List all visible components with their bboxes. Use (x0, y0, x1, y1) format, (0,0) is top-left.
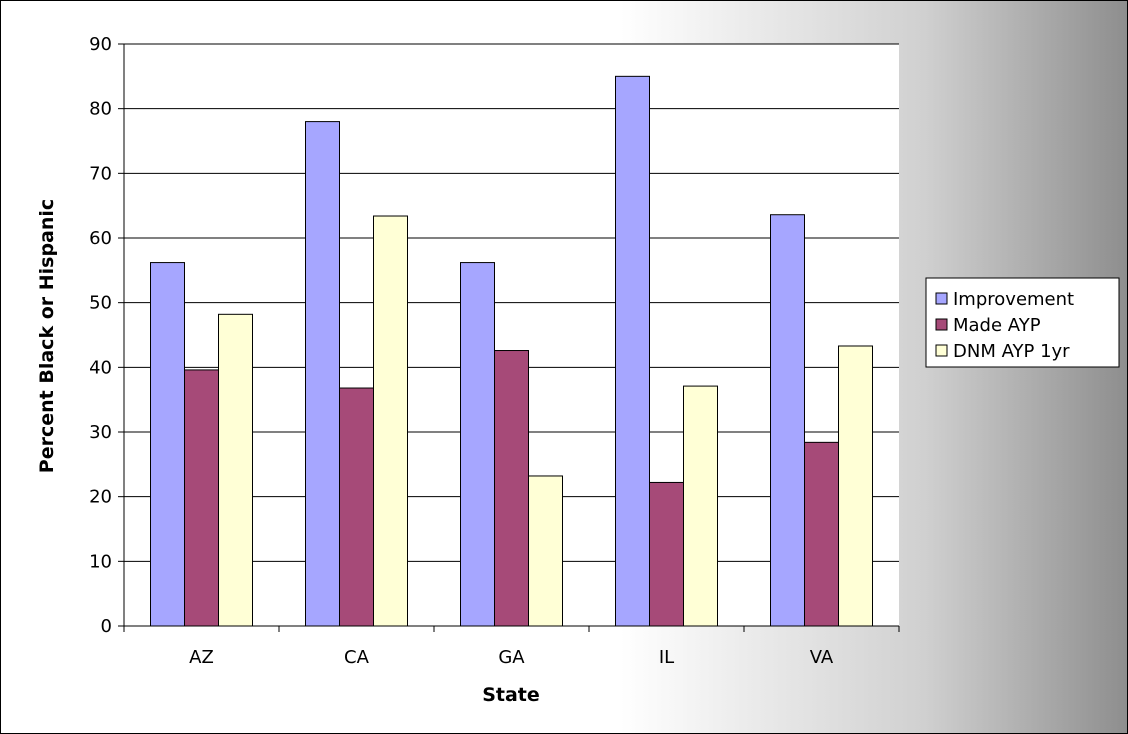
legend-label: Made AYP (953, 315, 1041, 336)
bar-az-made-ayp (184, 369, 219, 627)
y-axis-title: Percent Black or Hispanic (36, 199, 58, 473)
bar-va-improvement (770, 214, 805, 627)
bar-ga-made-ayp (494, 350, 529, 627)
legend-label: DNM AYP 1yr (953, 341, 1070, 362)
bar-il-dnm-ayp-1yr (683, 385, 718, 627)
y-tick-label: 50 (89, 293, 112, 314)
bar-ca-dnm-ayp-1yr (373, 215, 408, 627)
y-tick-label: 0 (101, 616, 112, 637)
bar-az-improvement (150, 262, 185, 627)
y-tick-label: 70 (89, 163, 112, 184)
x-tick-label: VA (810, 647, 834, 668)
bar-ga-improvement (460, 262, 495, 627)
bar-ca-made-ayp (339, 387, 374, 627)
bar-ca-improvement (305, 121, 340, 627)
y-tick-label: 20 (89, 487, 112, 508)
legend-swatch (935, 292, 948, 305)
x-tick-label: IL (659, 647, 674, 668)
x-tick-label: CA (344, 647, 370, 668)
y-tick-label: 30 (89, 422, 112, 443)
x-tick-label: AZ (189, 647, 214, 668)
y-tick-label: 40 (89, 357, 112, 378)
y-tick-label: 80 (89, 99, 112, 120)
y-tick-label: 10 (89, 551, 112, 572)
legend: Improvement Made AYP DNM AYP 1yr (925, 277, 1120, 368)
legend-swatch (935, 344, 948, 357)
bar-va-made-ayp (804, 441, 839, 627)
y-tick-label: 90 (89, 34, 112, 55)
bar-az-dnm-ayp-1yr (218, 313, 253, 627)
y-tick-label: 60 (89, 228, 112, 249)
legend-label: Improvement (953, 289, 1074, 310)
x-tick-label: GA (498, 647, 525, 668)
x-axis-title: State (482, 684, 540, 706)
bar-ga-dnm-ayp-1yr (528, 475, 563, 627)
legend-swatch (935, 318, 948, 331)
bar-il-improvement (615, 75, 650, 627)
bar-va-dnm-ayp-1yr (838, 345, 873, 627)
bar-il-made-ayp (649, 481, 684, 627)
legend-box (925, 277, 1120, 368)
